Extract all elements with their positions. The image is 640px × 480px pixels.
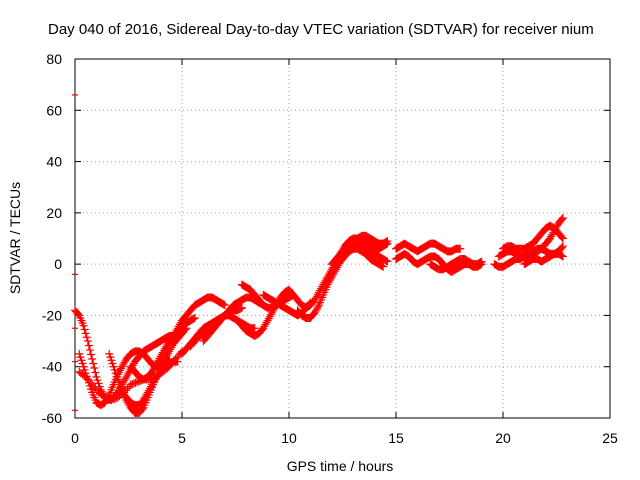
data-point: [383, 237, 392, 246]
y-tick-label: -40: [42, 359, 62, 375]
series-arc-24: [520, 249, 567, 269]
data-point: [558, 234, 567, 243]
x-tick-label: 15: [388, 430, 404, 446]
data-points: [71, 94, 567, 417]
series-arc-20: [426, 255, 486, 274]
data-point: [82, 333, 91, 342]
data-point: [476, 258, 485, 267]
data-point: [558, 252, 567, 261]
y-axis-label: SDTVAR / TECUs: [7, 182, 23, 294]
data-point: [557, 233, 566, 242]
x-tick-label: 10: [281, 430, 297, 446]
data-point: [313, 303, 322, 312]
x-tick-label: 25: [602, 430, 618, 446]
data-point: [91, 368, 100, 377]
series-arc-19: [392, 239, 465, 256]
data-point: [88, 355, 97, 364]
data-point: [219, 300, 228, 309]
x-tick-label: 20: [495, 430, 511, 446]
data-point: [220, 301, 229, 310]
series-arc-14: [285, 234, 392, 312]
data-point: [236, 304, 245, 313]
y-tick-label: 0: [54, 256, 62, 272]
data-point: [456, 244, 465, 253]
chart-title: Day 040 of 2016, Sidereal Day-to-day VTE…: [48, 21, 594, 38]
series-arc-5: [118, 357, 182, 410]
data-point: [90, 363, 99, 372]
y-tick-label: 20: [46, 205, 62, 221]
y-tick-label: -60: [42, 410, 62, 426]
data-point: [557, 215, 566, 224]
series-arc-17: [336, 242, 392, 266]
data-point: [557, 243, 566, 252]
data-point: [89, 359, 98, 368]
series-arc-7: [169, 293, 229, 340]
y-tick-label: 60: [46, 102, 62, 118]
y-tick-label: 40: [46, 154, 62, 170]
y-tick-label: 80: [46, 51, 62, 67]
data-point: [477, 257, 486, 266]
series-arc-16: [327, 231, 392, 269]
data-point: [81, 329, 90, 338]
plot-frame: [74, 58, 611, 419]
data-point: [558, 213, 567, 222]
data-point: [79, 321, 88, 330]
x-axis-label: GPS time / hours: [287, 458, 394, 474]
y-tick-label: -20: [42, 307, 62, 323]
data-point: [85, 346, 94, 355]
data-point: [189, 314, 198, 323]
data-point: [250, 324, 259, 333]
data-point: [378, 262, 387, 271]
data-point: [379, 262, 388, 271]
series-arc-18: [392, 249, 486, 276]
series-outliers: [72, 94, 78, 411]
x-tick-label: 5: [178, 430, 186, 446]
data-point: [382, 237, 391, 246]
data-point: [237, 303, 246, 312]
data-point: [84, 341, 93, 350]
x-tick-label: 0: [71, 430, 79, 446]
data-point: [383, 257, 392, 266]
data-point: [557, 251, 566, 260]
axis-ticks: 0 5 10 15 20 25 -60 -40 -20 0 20 40 60 80: [42, 51, 618, 446]
data-point: [190, 313, 199, 322]
series-arc-23: [499, 221, 567, 253]
data-point: [173, 357, 182, 366]
data-point: [87, 350, 96, 359]
data-point: [382, 256, 391, 265]
series-arc-2: [75, 347, 174, 410]
data-point: [80, 325, 89, 334]
data-point: [558, 242, 567, 251]
data-point: [83, 337, 92, 346]
